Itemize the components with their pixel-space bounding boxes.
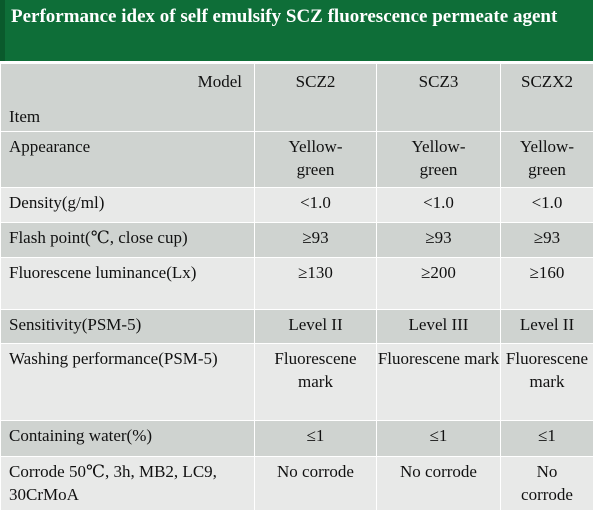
item-header-label: Item: [9, 107, 41, 126]
cell-value: ≥93: [254, 222, 377, 258]
table-row-luminance: Fluorescene luminance(Lx) ≥130 ≥200 ≥160: [0, 257, 593, 310]
cell-value: No corrode: [376, 456, 501, 511]
table-header-row: Model Item SCZ2 SCZ3 SCZX2: [0, 63, 593, 132]
row-label: Containing water(%): [0, 420, 255, 457]
column-header-sczx2: SCZX2: [500, 63, 593, 132]
performance-table: Model Item SCZ2 SCZ3 SCZX2 Appearance Ye…: [0, 63, 593, 511]
cell-value: ≥93: [500, 222, 593, 258]
column-header-scz3: SCZ3: [376, 63, 501, 132]
cell-value: Fluorescene mark: [376, 343, 501, 421]
cell-value: Fluorescene mark: [254, 343, 377, 421]
table-row-flash-point: Flash point(℃, close cup) ≥93 ≥93 ≥93: [0, 222, 593, 258]
cell-value: No corrode: [254, 456, 377, 511]
cell-value: Yellow-green: [254, 131, 377, 188]
table-row-sensitivity: Sensitivity(PSM-5) Level II Level III Le…: [0, 309, 593, 344]
cell-value: ≤1: [376, 420, 501, 457]
cell-value: ≥130: [254, 257, 377, 310]
cell-value: Level II: [254, 309, 377, 344]
table-row-washing: Washing performance(PSM-5) Fluorescene m…: [0, 343, 593, 421]
model-header-label: Model: [197, 72, 242, 91]
row-label: Sensitivity(PSM-5): [0, 309, 255, 344]
cell-value: Fluorescene mark: [500, 343, 593, 421]
row-label: Corrode 50℃, 3h, MB2, LC9, 30CrMoA: [0, 456, 255, 511]
cell-value: ≤1: [254, 420, 377, 457]
row-label: Washing performance(PSM-5): [0, 343, 255, 421]
column-header-scz2: SCZ2: [254, 63, 377, 132]
cell-value: Yellow-green: [376, 131, 501, 188]
cell-value: Yellow-green: [500, 131, 593, 188]
cell-value: ≥200: [376, 257, 501, 310]
cell-value: ≤1: [500, 420, 593, 457]
row-label: Density(g/ml): [0, 187, 255, 223]
cell-value: ≥93: [376, 222, 501, 258]
table-row-density: Density(g/ml) <1.0 <1.0 <1.0: [0, 187, 593, 223]
slide-title: Performance idex of self emulsify SCZ fl…: [0, 0, 593, 61]
cell-value: <1.0: [376, 187, 501, 223]
table-row-corrode: Corrode 50℃, 3h, MB2, LC9, 30CrMoA No co…: [0, 456, 593, 511]
cell-value: <1.0: [500, 187, 593, 223]
row-label: Flash point(℃, close cup): [0, 222, 255, 258]
table-row-appearance: Appearance Yellow-green Yellow-green Yel…: [0, 131, 593, 188]
cell-value: ≥160: [500, 257, 593, 310]
cell-value: Level III: [376, 309, 501, 344]
row-label: Appearance: [0, 131, 255, 188]
cell-value: Level II: [500, 309, 593, 344]
cell-value: No corrode: [500, 456, 593, 511]
table-row-water: Containing water(%) ≤1 ≤1 ≤1: [0, 420, 593, 457]
cell-value: <1.0: [254, 187, 377, 223]
row-label: Fluorescene luminance(Lx): [0, 257, 255, 310]
model-item-header-cell: Model Item: [0, 63, 255, 132]
